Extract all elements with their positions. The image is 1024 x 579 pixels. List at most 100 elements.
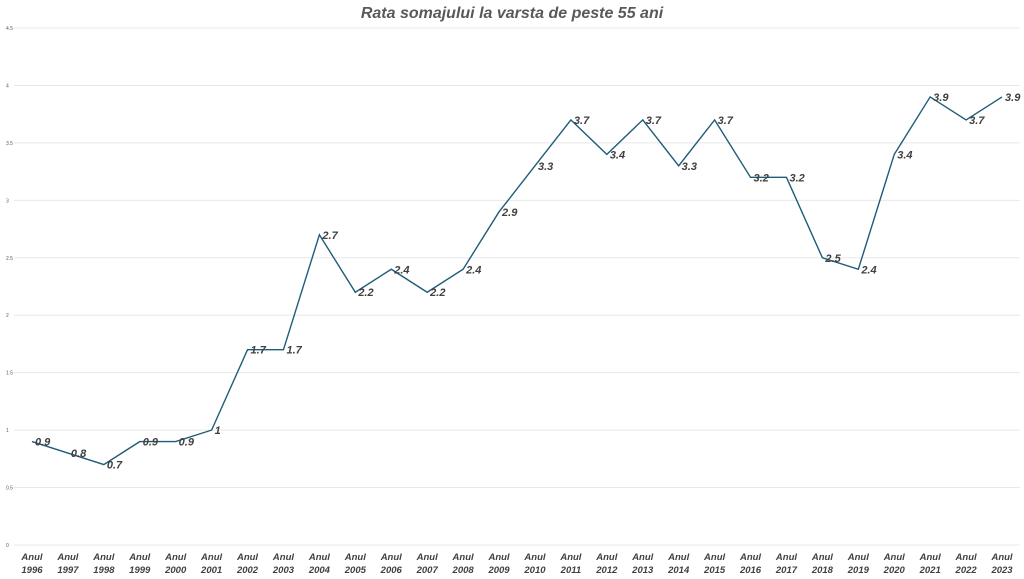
chart-title: Rata somajului la varsta de peste 55 ani — [360, 5, 664, 22]
x-tick-label-line1: Anul — [200, 552, 222, 563]
x-tick-label-line2: 2002 — [236, 565, 259, 576]
data-labels: 0.9 0.8 0.7 0.9 0.9 1 1.7 1.7 2.7 2.2 2.4 2.2 2.4 2.9… — [35, 92, 1021, 472]
x-tick-label-line2: 2023 — [990, 565, 1013, 576]
x-tick-label-line1: Anul — [955, 552, 977, 563]
x-tick-label-line2: 2016 — [739, 565, 762, 576]
x-tick-label-line1: Anul — [883, 552, 905, 563]
x-tick-label-line2: 2010 — [523, 565, 546, 576]
data-label: 2.5 — [824, 253, 841, 265]
x-tick-label-line2: 2001 — [200, 565, 222, 576]
y-tick-label: 0.5 — [6, 486, 13, 492]
x-tick-label-line1: Anul — [380, 552, 402, 563]
data-label: 2.4 — [465, 264, 481, 276]
x-tick-label-line1: Anul — [272, 552, 294, 563]
x-tick-label-line2: 2014 — [667, 565, 690, 576]
y-tick-label: 2.5 — [6, 256, 13, 262]
data-label: 3.9 — [933, 92, 949, 104]
x-tick-label-line2: 2021 — [919, 565, 941, 576]
y-tick-label: 3 — [6, 198, 9, 204]
data-label: 0.9 — [143, 437, 159, 449]
data-label: 1.7 — [286, 345, 302, 357]
x-tick-label-line2: 1999 — [129, 565, 151, 576]
data-label: 3.7 — [969, 115, 985, 127]
x-tick-label-line1: Anul — [236, 552, 258, 563]
y-tick-label: 2 — [6, 313, 9, 319]
x-tick-label-line1: Anul — [344, 552, 366, 563]
data-label: 2.2 — [357, 287, 373, 299]
data-label: 3.7 — [574, 115, 590, 127]
x-tick-label-line2: 2022 — [955, 565, 978, 576]
x-tick-label-line1: Anul — [56, 552, 78, 563]
data-label: 2.7 — [321, 230, 338, 242]
x-tick-label-line2: 2018 — [811, 565, 834, 576]
y-tick-label: 3.5 — [6, 141, 13, 147]
x-tick-label-line2: 1996 — [21, 565, 43, 576]
data-label: 0.7 — [107, 460, 123, 472]
x-tick-label-line2: 2000 — [164, 565, 187, 576]
x-tick-label-line1: Anul — [811, 552, 833, 563]
x-tick-label-line1: Anul — [416, 552, 438, 563]
x-tick-label-line2: 2015 — [703, 565, 726, 576]
x-tick-label-line1: Anul — [847, 552, 869, 563]
x-tick-label-line2: 2013 — [631, 565, 654, 576]
x-tick-label-line2: 2005 — [344, 565, 367, 576]
x-tick-label-line2: 2019 — [847, 565, 870, 576]
x-tick-label-line2: 2007 — [416, 565, 439, 576]
y-tick-label: 1.5 — [6, 371, 13, 377]
data-label: 3.3 — [538, 161, 553, 173]
data-label: 2.4 — [860, 264, 876, 276]
series-layer — [31, 95, 1003, 466]
series-line — [31, 95, 1003, 466]
y-tick-label: 4 — [6, 83, 9, 89]
x-tick-label-line1: Anul — [631, 552, 653, 563]
data-label: 2.4 — [393, 264, 409, 276]
x-tick-label-line1: Anul — [20, 552, 42, 563]
x-tick-label-line2: 2017 — [775, 565, 798, 576]
x-tick-label-line2: 2004 — [308, 565, 331, 576]
x-tick-label-line1: Anul — [128, 552, 150, 563]
data-label: 3.4 — [897, 149, 912, 161]
x-tick-label-line1: Anul — [990, 552, 1012, 563]
y-axis-ticks: 0 0.5 1 1.5 2 2.5 3 3.5 4 4.5 — [6, 26, 13, 549]
data-label: 2.2 — [429, 287, 445, 299]
x-tick-label-line2: 2008 — [452, 565, 475, 576]
y-tick-label: 4.5 — [6, 26, 13, 32]
data-label: 3.9 — [1005, 92, 1021, 104]
x-tick-label-line1: Anul — [667, 552, 689, 563]
x-tick-label-line1: Anul — [703, 552, 725, 563]
x-tick-label-line1: Anul — [595, 552, 617, 563]
x-tick-label-line2: 2006 — [380, 565, 403, 576]
data-label: 3.7 — [718, 115, 734, 127]
data-label: 2.9 — [501, 207, 518, 219]
y-tick-label: 1 — [6, 428, 9, 434]
x-tick-label-line1: Anul — [487, 552, 509, 563]
x-axis-ticks: Anul 1996 Anul 1997 Anul 1998 Anul 1999 Anul 2000… — [20, 552, 1013, 576]
x-tick-label-line2: 2009 — [487, 565, 510, 576]
data-label: 3.3 — [682, 161, 697, 173]
data-label: 1.7 — [251, 345, 267, 357]
x-tick-label-line1: Anul — [452, 552, 474, 563]
y-tick-label: 0 — [6, 543, 9, 549]
data-label: 3.2 — [789, 172, 804, 184]
x-tick-label-line1: Anul — [919, 552, 941, 563]
x-tick-label-line2: 1998 — [93, 565, 115, 576]
x-tick-label-line2: 2012 — [595, 565, 618, 576]
x-tick-label-line2: 2011 — [560, 565, 581, 576]
data-label: 3.2 — [754, 172, 769, 184]
gridlines — [14, 27, 1020, 546]
data-label: 0.9 — [35, 437, 51, 449]
x-tick-label-line1: Anul — [308, 552, 330, 563]
x-tick-label-line2: 2020 — [883, 565, 906, 576]
x-tick-label-line1: Anul — [775, 552, 797, 563]
x-tick-label-line1: Anul — [523, 552, 545, 563]
data-label: 3.7 — [646, 115, 662, 127]
data-label: 0.8 — [71, 448, 87, 460]
data-label: 3.4 — [610, 149, 625, 161]
x-tick-label-line1: Anul — [92, 552, 114, 563]
x-tick-label-line1: Anul — [164, 552, 186, 563]
x-tick-label-line1: Anul — [739, 552, 761, 563]
data-label: 0.9 — [179, 437, 195, 449]
data-label: 1 — [215, 425, 221, 437]
x-tick-label-line1: Anul — [559, 552, 581, 563]
